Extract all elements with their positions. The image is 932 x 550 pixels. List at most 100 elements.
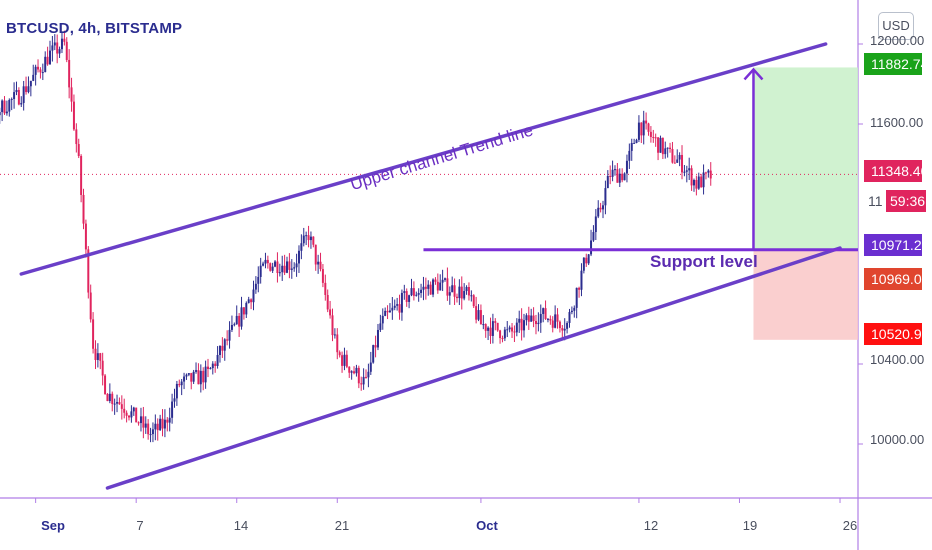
- candle-body: [642, 120, 645, 136]
- candle-body: [302, 235, 305, 244]
- candle-body: [415, 294, 418, 296]
- candle-body: [525, 315, 528, 321]
- candle-body: [355, 367, 358, 374]
- candle-body: [515, 322, 518, 333]
- candle-body: [295, 263, 298, 268]
- candle-body: [288, 261, 291, 270]
- candle-body: [384, 310, 387, 316]
- candle-body: [503, 329, 506, 339]
- currency-button[interactable]: USD: [878, 12, 914, 40]
- candle-body: [678, 154, 681, 160]
- candle-body: [209, 368, 212, 370]
- candle-body: [60, 38, 63, 50]
- candle-body: [676, 159, 679, 163]
- candle-body: [307, 235, 310, 241]
- candle-body: [685, 170, 688, 172]
- candle-body: [190, 373, 193, 382]
- candle-body: [99, 353, 102, 361]
- candle-body: [556, 314, 559, 322]
- candle-body: [240, 307, 243, 327]
- candle-body: [96, 353, 99, 360]
- candle-body: [609, 175, 612, 177]
- candle-body: [508, 327, 511, 330]
- candle-body: [34, 66, 37, 75]
- candle-body: [379, 323, 382, 330]
- candle-body: [195, 370, 198, 372]
- candle-body: [37, 66, 40, 70]
- candle-body: [436, 281, 439, 291]
- candle-body: [51, 45, 54, 51]
- candle-body: [537, 322, 540, 325]
- candle-body: [235, 315, 238, 325]
- candle-body: [534, 320, 537, 325]
- candle-body: [398, 304, 401, 313]
- candle-body: [331, 315, 334, 336]
- candle-body: [613, 169, 616, 171]
- close-price-tag: 10969.05: [864, 268, 929, 290]
- candle-body: [367, 371, 370, 378]
- candle-body: [410, 288, 413, 296]
- candle-body: [29, 80, 32, 87]
- candle-body: [92, 319, 95, 349]
- candle-body: [168, 417, 171, 423]
- candle-body: [144, 423, 147, 428]
- y-tick-label: 12000.00: [870, 33, 925, 48]
- candle-body: [317, 261, 320, 265]
- candle-body: [166, 419, 169, 423]
- candle-body: [116, 402, 119, 404]
- last-price-tag: 11348.40: [864, 160, 928, 182]
- candle-body: [551, 320, 554, 328]
- candle-body: [704, 172, 707, 174]
- candle-body: [618, 173, 621, 183]
- candle-body: [278, 272, 281, 274]
- candle-body: [625, 160, 628, 174]
- candle-body: [664, 148, 667, 155]
- x-tick-label: 14: [233, 518, 249, 533]
- candle-body: [429, 284, 432, 295]
- candle-body: [671, 148, 674, 163]
- candle-body: [386, 310, 389, 313]
- candle-body: [113, 403, 116, 405]
- candle-body: [180, 381, 183, 386]
- candle-body: [41, 72, 44, 74]
- candle-body: [264, 259, 267, 264]
- candle-body: [106, 394, 109, 402]
- candle-body: [700, 176, 703, 188]
- countdown-tag: 59:36: [886, 190, 926, 212]
- candle-body: [118, 402, 121, 405]
- candle-body: [604, 188, 607, 206]
- candle-body: [587, 254, 590, 264]
- candle-body: [185, 374, 188, 377]
- candle-body: [151, 429, 154, 435]
- candle-body: [580, 270, 583, 290]
- candle-body: [336, 334, 339, 353]
- candle-body: [434, 279, 437, 282]
- candle-body: [247, 299, 250, 303]
- candle-body: [489, 327, 492, 336]
- candle-body: [405, 291, 408, 302]
- candle-body: [111, 393, 114, 404]
- candle-body: [496, 322, 499, 331]
- candle-body: [661, 137, 664, 155]
- candle-body: [465, 286, 468, 292]
- candle-body: [27, 86, 30, 93]
- candle-body: [207, 366, 210, 370]
- candle-body: [197, 370, 200, 385]
- candle-body: [223, 339, 226, 351]
- candle-body: [293, 267, 296, 269]
- candle-body: [63, 38, 66, 42]
- candle-body: [697, 176, 700, 189]
- candle-body: [666, 147, 669, 149]
- candle-body: [108, 393, 111, 402]
- candle-body: [211, 363, 214, 369]
- candle-body: [590, 240, 593, 255]
- candle-body: [324, 282, 327, 295]
- candle-body: [321, 269, 324, 283]
- candle-body: [578, 287, 581, 290]
- candle-body: [692, 179, 695, 186]
- candle-body: [276, 261, 279, 273]
- candle-body: [319, 261, 322, 270]
- candle-body: [49, 50, 51, 65]
- candle-body: [623, 173, 626, 181]
